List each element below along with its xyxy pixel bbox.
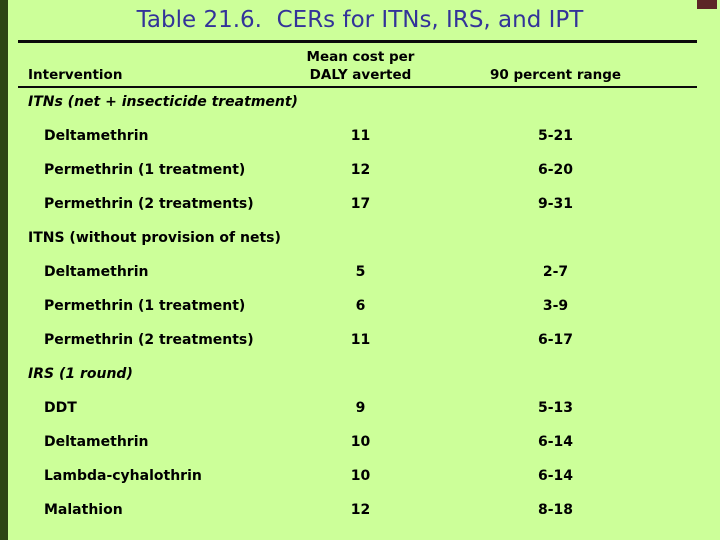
range-value: 5-13 bbox=[537, 400, 574, 416]
column-header-intervention: Intervention bbox=[28, 67, 123, 83]
header-rule bbox=[18, 86, 697, 88]
range-value: 9-31 bbox=[537, 196, 574, 212]
intervention-name: DDT bbox=[44, 400, 77, 416]
section-header-itns-with-nets: ITNs (net + insecticide treatment) bbox=[28, 94, 298, 110]
intervention-name: Permethrin (2 treatments) bbox=[44, 332, 254, 348]
range-value: 6-17 bbox=[537, 332, 574, 348]
table-row: Permethrin (1 treatment) 6 3-9 bbox=[28, 298, 678, 332]
column-header-cost-line2: DALY averted bbox=[309, 67, 412, 83]
section-header-itns-without-nets: ITNS (without provision of nets) bbox=[28, 230, 281, 246]
range-value: 5-21 bbox=[537, 128, 574, 144]
slide-title: Table 21.6. CERs for ITNs, IRS, and IPT bbox=[136, 7, 584, 33]
column-header-cost-line1: Mean cost per bbox=[306, 49, 415, 65]
cost-value: 6 bbox=[355, 298, 366, 314]
intervention-name: Permethrin (1 treatment) bbox=[44, 162, 246, 178]
table-row: DDT 9 5-13 bbox=[28, 400, 678, 434]
cost-value: 9 bbox=[355, 400, 366, 416]
range-value: 6-20 bbox=[537, 162, 574, 178]
intervention-name: Permethrin (1 treatment) bbox=[44, 298, 246, 314]
range-value: 3-9 bbox=[542, 298, 569, 314]
table-row: Malathion 12 8-18 bbox=[28, 502, 678, 536]
corner-accent bbox=[697, 0, 717, 9]
intervention-name: Malathion bbox=[44, 502, 123, 518]
intervention-name: Lambda-cyhalothrin bbox=[44, 468, 202, 484]
intervention-name: Deltamethrin bbox=[44, 264, 149, 280]
cost-value: 12 bbox=[350, 162, 371, 178]
cost-value: 11 bbox=[350, 128, 371, 144]
table-row: Permethrin (2 treatments) 11 6-17 bbox=[28, 332, 678, 366]
table-row: Deltamethrin 11 5-21 bbox=[28, 128, 678, 162]
intervention-name: Deltamethrin bbox=[44, 434, 149, 450]
left-edge-bar bbox=[0, 0, 8, 540]
table-row: Deltamethrin 10 6-14 bbox=[28, 434, 678, 468]
column-header-range: 90 percent range bbox=[489, 67, 622, 83]
table-row: Permethrin (1 treatment) 12 6-20 bbox=[28, 162, 678, 196]
cost-value: 17 bbox=[350, 196, 371, 212]
table-header-row: Intervention Mean cost per DALY averted … bbox=[28, 46, 678, 84]
range-value: 2-7 bbox=[542, 264, 569, 280]
table-body: ITNs (net + insecticide treatment) Delta… bbox=[28, 94, 678, 536]
range-value: 8-18 bbox=[537, 502, 574, 518]
cost-value: 5 bbox=[355, 264, 366, 280]
intervention-name: Deltamethrin bbox=[44, 128, 149, 144]
cost-value: 10 bbox=[350, 434, 371, 450]
intervention-name: Permethrin (2 treatments) bbox=[44, 196, 254, 212]
table-row: Deltamethrin 5 2-7 bbox=[28, 264, 678, 298]
table-row: Lambda-cyhalothrin 10 6-14 bbox=[28, 468, 678, 502]
table-row: Permethrin (2 treatments) 17 9-31 bbox=[28, 196, 678, 230]
title-rule bbox=[18, 40, 697, 43]
range-value: 6-14 bbox=[537, 434, 574, 450]
section-header-irs: IRS (1 round) bbox=[28, 366, 133, 382]
cost-value: 12 bbox=[350, 502, 371, 518]
cost-value: 10 bbox=[350, 468, 371, 484]
cost-value: 11 bbox=[350, 332, 371, 348]
range-value: 6-14 bbox=[537, 468, 574, 484]
column-header-cost: Mean cost per DALY averted bbox=[288, 48, 433, 84]
